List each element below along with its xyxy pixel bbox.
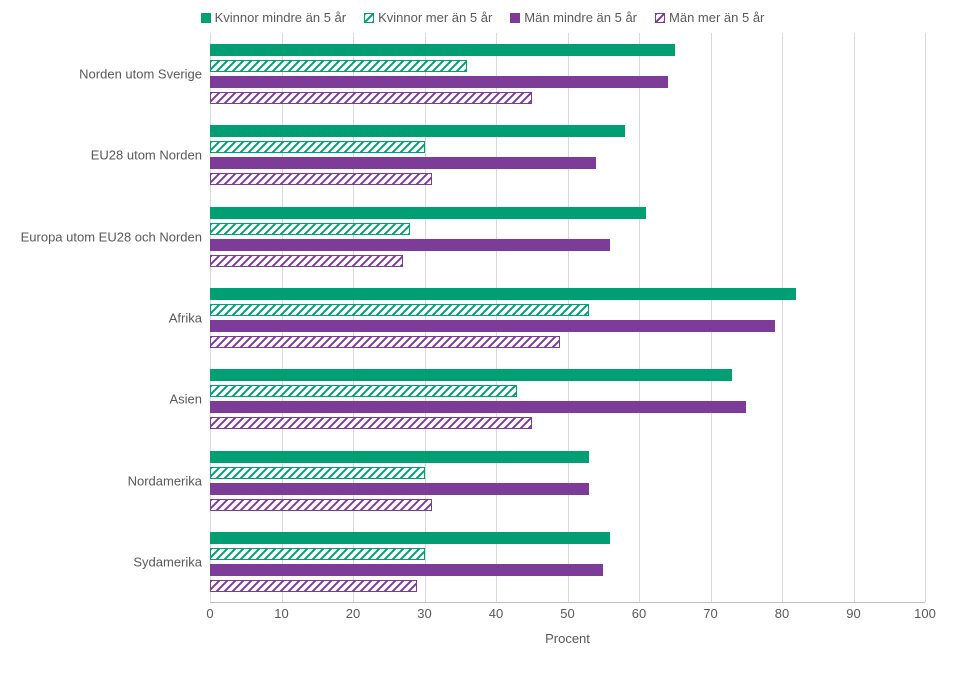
category-group: Norden utom Sverige [210,44,925,104]
bar [210,92,532,104]
legend-swatch [364,13,374,23]
bar [210,288,796,300]
bar [210,417,532,429]
bar [210,304,589,316]
x-tick-label: 50 [560,606,574,621]
category-group: Europa utom EU28 och Norden [210,207,925,267]
x-tick-label: 60 [632,606,646,621]
bar [210,385,517,397]
bar [210,255,403,267]
plot-wrap: 0 10 20 30 40 50 60 70 80 90 100 Norden utom Sverig… [10,33,955,653]
category-label: EU28 utom Norden [10,148,210,163]
bar [210,44,675,56]
legend-swatch [655,13,665,23]
category-group: Afrika [210,288,925,348]
legend: Kvinnor mindre än 5 år Kvinnor mer än 5 å… [10,10,955,25]
legend-label: Män mer än 5 år [669,10,764,25]
category-label: Sydamerika [10,555,210,570]
legend-item: Män mindre än 5 år [510,10,637,25]
x-tick-label: 80 [775,606,789,621]
category-group: EU28 utom Norden [210,125,925,185]
x-tick-label: 30 [417,606,431,621]
bar [210,369,732,381]
bar [210,141,425,153]
x-tick-label: 70 [703,606,717,621]
category-group: Asien [210,369,925,429]
legend-swatch [510,13,520,23]
bar [210,239,610,251]
bar [210,336,560,348]
bar [210,173,432,185]
x-tick-label: 10 [274,606,288,621]
category-label: Europa utom EU28 och Norden [10,229,210,244]
legend-label: Kvinnor mindre än 5 år [215,10,347,25]
bar [210,451,589,463]
x-tick-label: 20 [346,606,360,621]
category-label: Asien [10,392,210,407]
bar [210,532,610,544]
plot-area: 0102030405060708090100Norden utom Sverig… [210,33,925,603]
x-axis-title: Procent [210,631,925,646]
bar [210,483,589,495]
bar [210,467,425,479]
category-label: Afrika [10,311,210,326]
legend-item: Kvinnor mer än 5 år [364,10,492,25]
category-group: Nordamerika [210,451,925,511]
x-tick-label: 0 [206,606,213,621]
bar [210,548,425,560]
bar [210,157,596,169]
legend-item: Män mer än 5 år [655,10,764,25]
bar [210,564,603,576]
bar [210,401,746,413]
category-label: Norden utom Sverige [10,66,210,81]
bar [210,125,625,137]
bar [210,499,432,511]
bar [210,60,467,72]
legend-label: Män mindre än 5 år [524,10,637,25]
x-tick-label: 90 [846,606,860,621]
x-tick-label: 100 [914,606,936,621]
legend-label: Kvinnor mer än 5 år [378,10,492,25]
bar [210,207,646,219]
category-label: Nordamerika [10,473,210,488]
legend-swatch [201,13,211,23]
x-tick-label: 40 [489,606,503,621]
bar [210,580,417,592]
bar [210,76,668,88]
bar [210,320,775,332]
legend-item: Kvinnor mindre än 5 år [201,10,347,25]
bar [210,223,410,235]
gridline [925,33,926,602]
category-group: Sydamerika [210,532,925,592]
chart-container: Kvinnor mindre än 5 år Kvinnor mer än 5 å… [0,0,965,696]
